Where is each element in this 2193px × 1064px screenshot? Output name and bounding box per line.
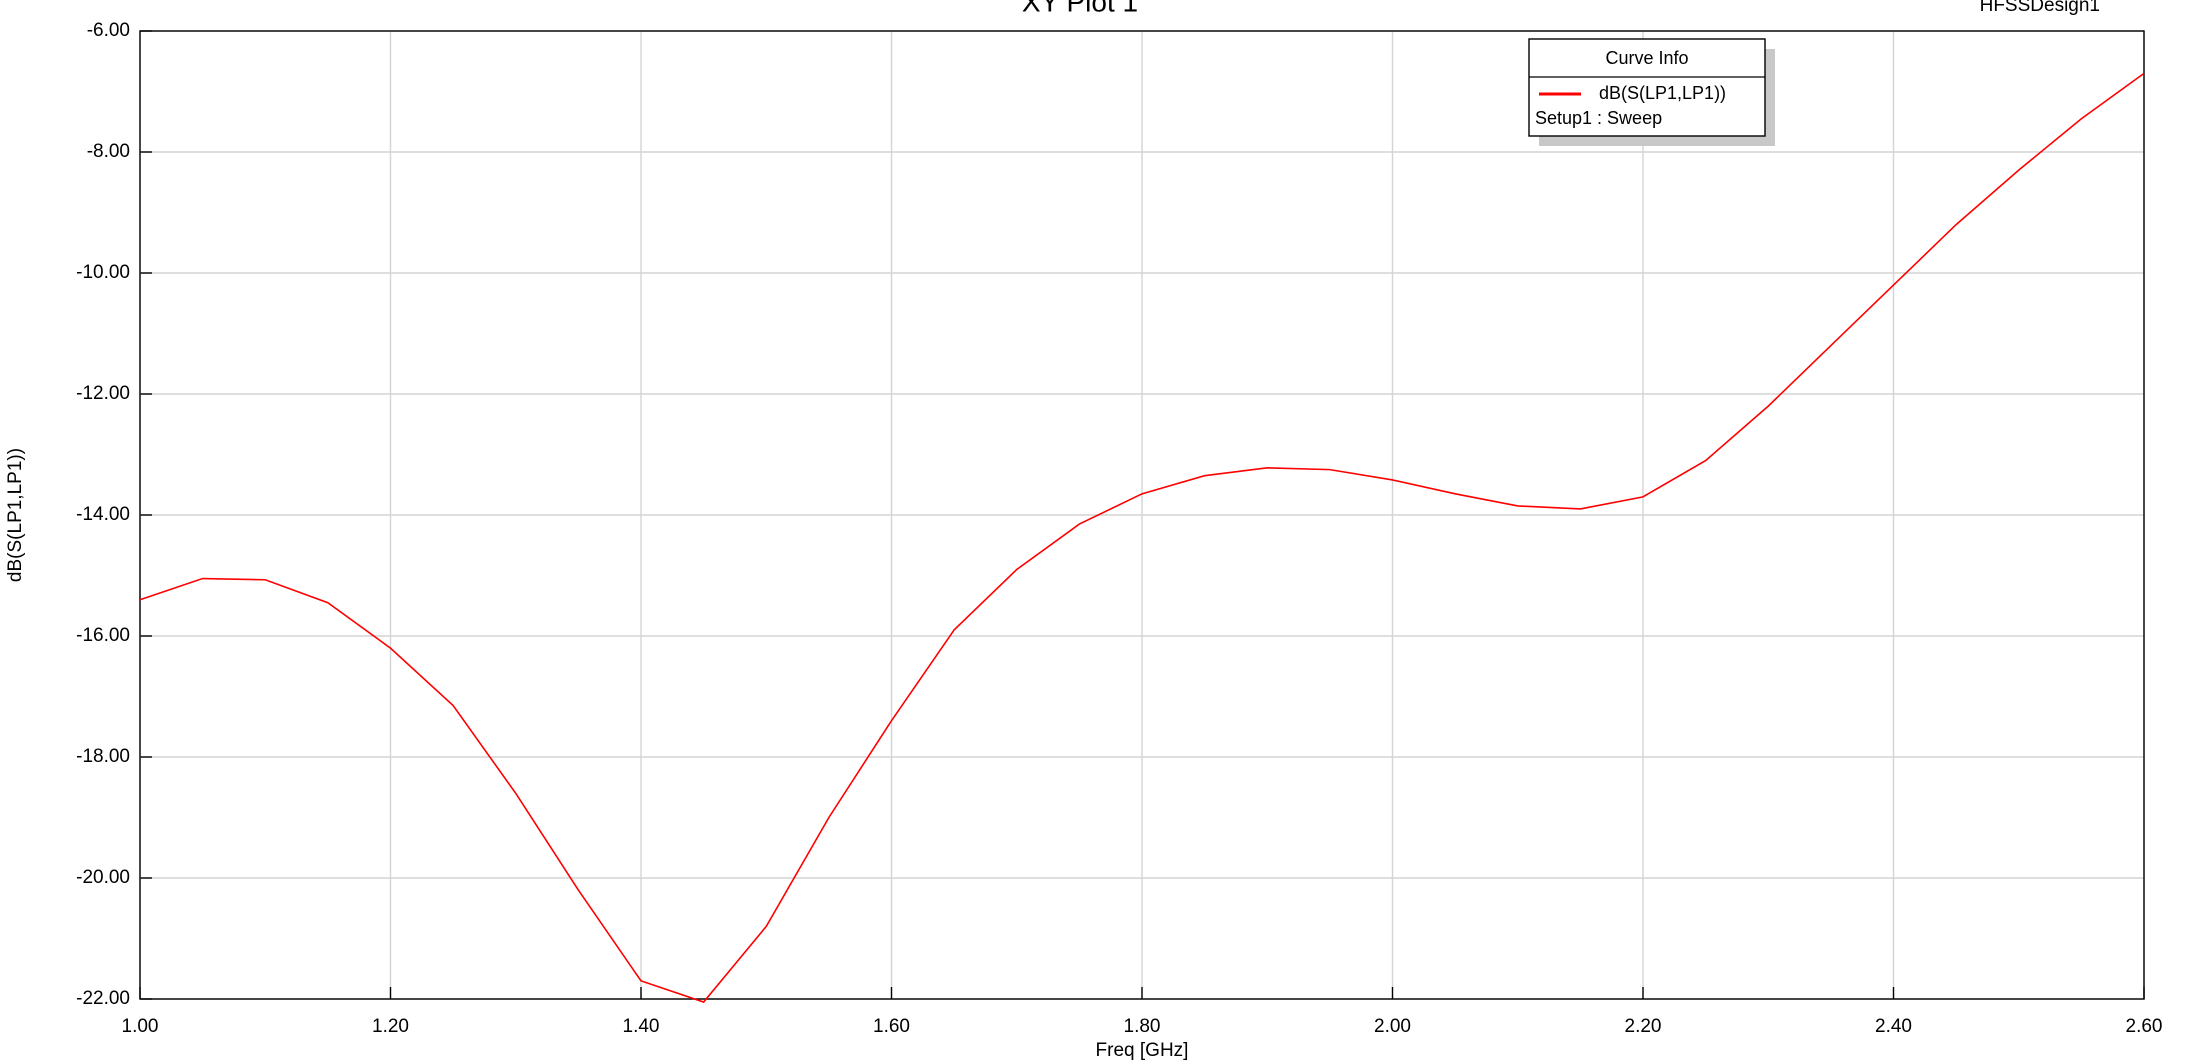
y-tick-label: -10.00 <box>76 262 130 283</box>
y-tick-label: -16.00 <box>76 625 130 646</box>
design-name: HFSSDesign1 <box>1980 0 2100 16</box>
y-tick-label: -22.00 <box>76 988 130 1009</box>
x-tick-label: 2.20 <box>1625 1016 1662 1037</box>
x-tick-label: 1.20 <box>372 1016 409 1037</box>
x-tick-label: 1.80 <box>1124 1016 1161 1037</box>
plot-frame <box>139 30 2145 1000</box>
legend-box <box>1528 38 1766 137</box>
chart-title: XY Plot 1 <box>1022 0 1138 17</box>
y-tick-label: -14.00 <box>76 504 130 525</box>
x-axis-label: Freq [GHz] <box>1096 1040 1189 1061</box>
legend-subtitle: Setup1 : Sweep <box>1535 108 1662 128</box>
y-tick-label: -6.00 <box>87 20 130 41</box>
x-tick-label: 2.40 <box>1875 1016 1912 1037</box>
x-tick-label: 1.40 <box>623 1016 660 1037</box>
x-tick-label: 2.60 <box>2126 1016 2163 1037</box>
legend-entry: dB(S(LP1,LP1)) <box>1599 83 1726 103</box>
x-tick-label: 2.00 <box>1374 1016 1411 1037</box>
data-line <box>139 72 2145 1003</box>
y-tick-label: -12.00 <box>76 383 130 404</box>
y-tick-label: -20.00 <box>76 867 130 888</box>
x-tick-label: 1.60 <box>873 1016 910 1037</box>
x-tick-label: 1.00 <box>122 1016 159 1037</box>
y-axis-label: dB(S(LP1,LP1)) <box>5 448 26 582</box>
y-tick-label: -8.00 <box>87 141 130 162</box>
y-tick-label: -18.00 <box>76 746 130 767</box>
legend-title: Curve Info <box>1605 48 1688 68</box>
